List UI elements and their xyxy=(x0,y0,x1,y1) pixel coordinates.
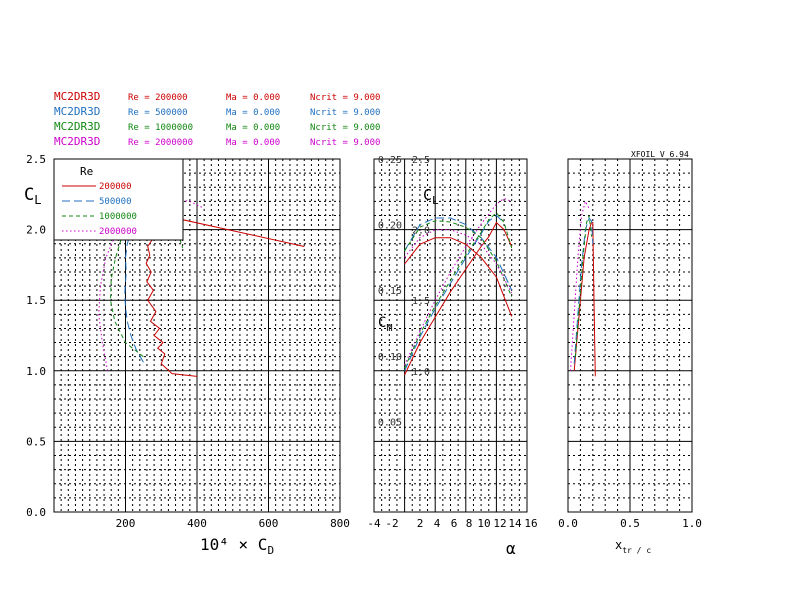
run-ncrit-3: Ncrit = 9.000 xyxy=(310,138,380,148)
xfoil-version: XFOIL V 6.94 xyxy=(631,150,689,159)
alpha-xtick-16: 16 xyxy=(524,517,537,530)
legend-entry-2000000: 2000000 xyxy=(99,227,137,237)
alpha-cl-tick-2.5: 2.5 xyxy=(412,155,430,166)
polar-xlabel: 10⁴ × CD xyxy=(200,535,274,557)
legend-title: Re xyxy=(80,165,93,178)
alpha-cm-tick-0.10: 0.10 xyxy=(378,352,402,363)
cl-alpha-series-re-1000000 xyxy=(404,211,513,369)
alpha-frame xyxy=(373,158,528,513)
cm-alpha-series-re-200000 xyxy=(404,237,513,317)
transition-series-re-200000 xyxy=(573,222,596,377)
run-ma-3: Ma = 0.000 xyxy=(226,138,280,148)
cl-alpha-series-re-2000000 xyxy=(404,197,512,366)
polar-xtick-800: 800 xyxy=(330,517,350,530)
alpha-cm-tick-0.25: 0.25 xyxy=(378,155,402,166)
grid-layer xyxy=(54,159,692,512)
run-ma-2: Ma = 0.000 xyxy=(226,123,280,133)
polar-xtick-600: 600 xyxy=(259,517,279,530)
alpha-cm-tick-0.15: 0.15 xyxy=(378,286,402,297)
series-layer xyxy=(53,158,596,377)
text-layer: Re 200000 500000 1000000 2000000 MC2DR3D Re = … xyxy=(24,90,702,558)
alpha-xlabel: α xyxy=(506,539,516,558)
legend-box xyxy=(53,158,184,241)
polar-ytick-1.0: 1.0 xyxy=(26,365,46,378)
run-ma-0: Ma = 0.000 xyxy=(226,93,280,103)
run-re-2: Re = 1000000 xyxy=(128,123,193,133)
alpha-xtick--4: -4 xyxy=(367,517,381,530)
polar-ytick-1.5: 1.5 xyxy=(26,294,46,307)
polar-ytick-0.5: 0.5 xyxy=(26,435,46,448)
frames-layer xyxy=(53,158,693,513)
alpha-xtick-6: 6 xyxy=(451,517,458,530)
alpha-cm-label: CM xyxy=(378,315,392,334)
alpha-xtick-12: 12 xyxy=(493,517,506,530)
polar-xtick-200: 200 xyxy=(116,517,136,530)
alpha-cm-tick-0.20: 0.20 xyxy=(378,221,402,232)
alpha-xtick-10: 10 xyxy=(477,517,490,530)
run-ncrit-1: Ncrit = 9.000 xyxy=(310,108,380,118)
transition-xtick-0.5: 0.5 xyxy=(620,517,640,530)
polar-ytick-2.5: 2.5 xyxy=(26,153,46,166)
polar-series-re-200000 xyxy=(145,219,305,377)
cm-alpha-series-re-2000000 xyxy=(404,229,513,294)
run-airfoil-2: MC2DR3D xyxy=(54,120,100,133)
run-ncrit-0: Ncrit = 9.000 xyxy=(310,93,380,103)
transition-xtick-0.0: 0.0 xyxy=(558,517,578,530)
run-airfoil-1: MC2DR3D xyxy=(54,105,100,118)
polar-frame xyxy=(53,158,341,513)
transition-frame xyxy=(567,158,693,513)
alpha-xtick-8: 8 xyxy=(466,517,473,530)
run-airfoil-3: MC2DR3D xyxy=(54,135,100,148)
alpha-cl-tick-1.0: 1.0 xyxy=(412,367,430,378)
polar-ytick-2.0: 2.0 xyxy=(26,224,46,237)
alpha-xtick-14: 14 xyxy=(508,517,522,530)
alpha-xtick-4: 4 xyxy=(434,517,441,530)
cl-alpha-series-re-200000 xyxy=(404,221,513,376)
alpha-xtick-2: 2 xyxy=(417,517,424,530)
alpha-xtick--2: -2 xyxy=(385,517,398,530)
run-re-0: Re = 200000 xyxy=(128,93,188,103)
polar-ytick-0.0: 0.0 xyxy=(26,506,46,519)
run-re-3: Re = 2000000 xyxy=(128,138,193,148)
legend-entry-500000: 500000 xyxy=(99,197,132,207)
alpha-cm-tick-0.05: 0.05 xyxy=(378,417,402,428)
run-re-1: Re = 500000 xyxy=(128,108,188,118)
transition-xtick-1.0: 1.0 xyxy=(682,517,702,530)
polar-xtick-400: 400 xyxy=(187,517,207,530)
polar-ylabel: CL xyxy=(24,185,41,207)
legend-entry-1000000: 1000000 xyxy=(99,212,137,222)
alpha-cl-tick-2.0: 2.0 xyxy=(412,226,430,237)
alpha-cl-label: CL xyxy=(423,186,439,207)
run-airfoil-0: MC2DR3D xyxy=(54,90,100,103)
legend-entry-200000: 200000 xyxy=(99,182,132,192)
run-ncrit-2: Ncrit = 9.000 xyxy=(310,123,380,133)
cm-alpha-series-re-1000000 xyxy=(404,220,513,297)
run-ma-1: Ma = 0.000 xyxy=(226,108,280,118)
alpha-cl-tick-1.5: 1.5 xyxy=(412,296,430,307)
transition-xlabel: xtr / c xyxy=(615,538,651,555)
